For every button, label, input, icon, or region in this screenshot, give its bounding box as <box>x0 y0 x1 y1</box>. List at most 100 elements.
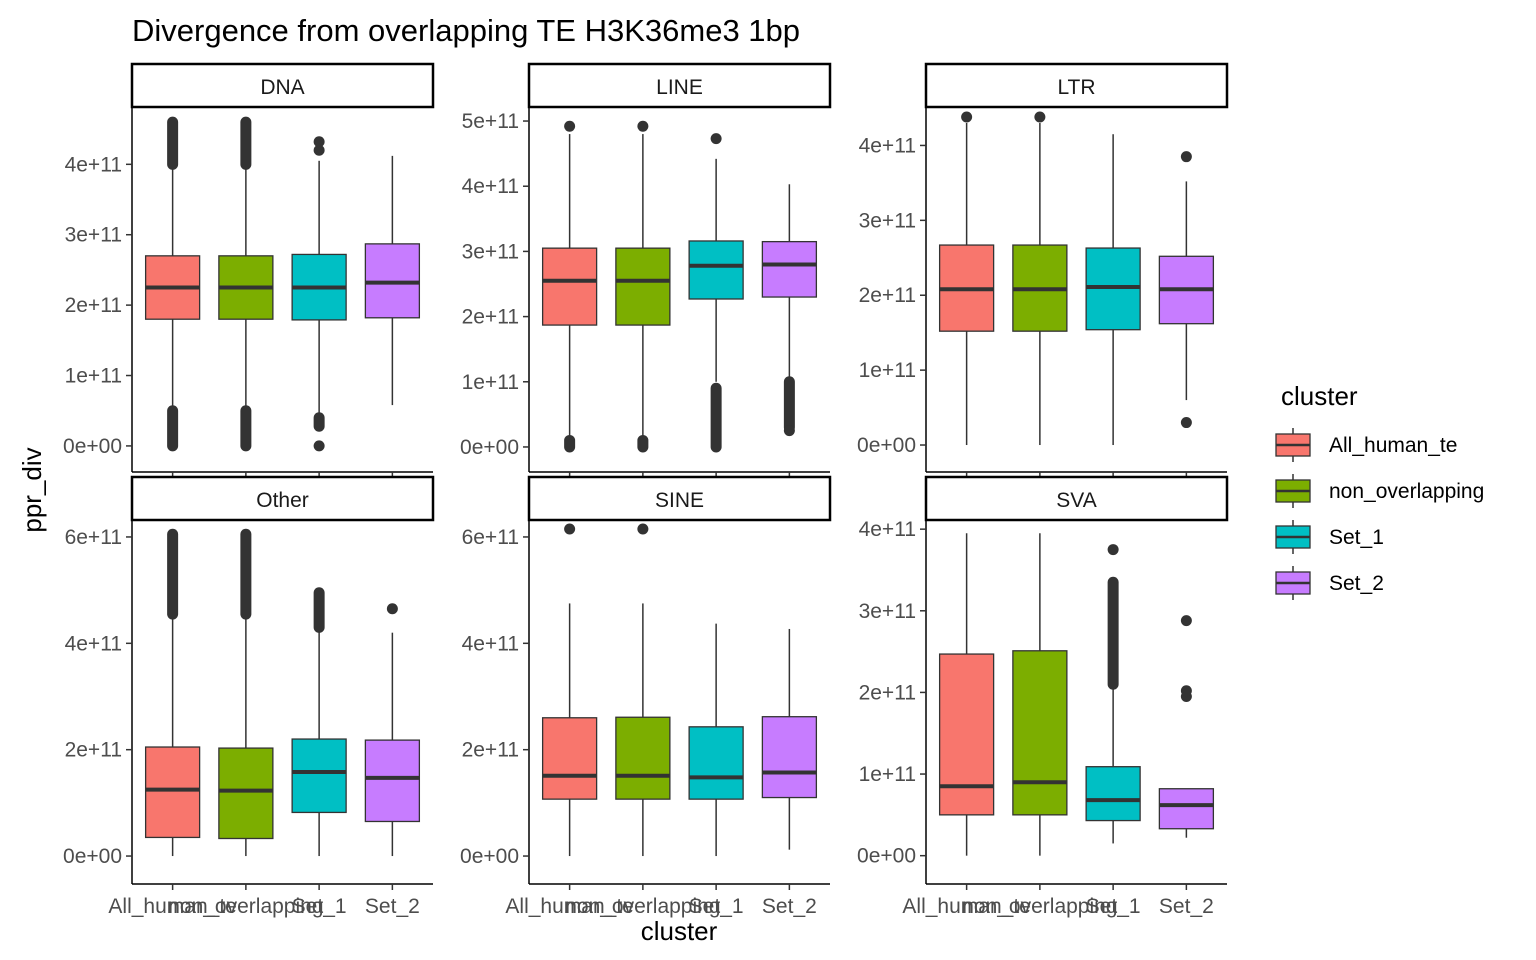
box-iqr <box>1158 788 1215 830</box>
legend-label: Set_1 <box>1329 526 1384 549</box>
box-set-2 <box>1158 615 1215 890</box>
box-iqr <box>144 746 201 839</box>
box-set-2 <box>364 603 421 890</box>
box-all-human-te <box>541 523 598 890</box>
outlier-cluster <box>313 587 325 633</box>
outlier-point <box>564 523 576 535</box>
box-non-overlapping <box>218 116 274 478</box>
y-tick-label: 3e+11 <box>859 600 916 623</box>
y-tick-label: 0e+00 <box>460 436 519 459</box>
box-iqr <box>938 653 995 816</box>
box-all-human-te <box>938 111 995 478</box>
strip-label: DNA <box>260 76 304 99</box>
panel-sine: SINE 0e+00 2e+11 4e+11 6e+11 All_human_tenon_… <box>460 475 832 918</box>
outlier-cluster <box>1107 576 1119 690</box>
outlier-point <box>1034 111 1046 123</box>
legend-label: Set_2 <box>1329 572 1384 595</box>
y-tick-label: 1e+11 <box>859 359 916 382</box>
y-tick-label: 4e+11 <box>65 632 122 655</box>
outlier-point <box>710 133 722 145</box>
y-tick-label: 0e+00 <box>63 845 122 868</box>
legend: cluster All_human_te non_overlapping Set_1… <box>1275 381 1484 600</box>
y-tick-label: 2e+11 <box>65 739 122 762</box>
panel-ltr: LTR 0e+00 1e+11 2e+11 3e+11 4e+11 <box>857 62 1229 478</box>
y-tick-label: 0e+00 <box>63 435 122 458</box>
outlier-cluster <box>710 382 722 453</box>
panel-other: Other 0e+00 2e+11 4e+11 6e+11 All_human_tenon… <box>63 475 435 918</box>
box-iqr <box>688 240 744 300</box>
strip-background <box>130 62 435 109</box>
strip-background <box>924 475 1229 522</box>
x-tick-label: non_overlapping <box>962 895 1117 918</box>
strip-label: LTR <box>1057 76 1095 99</box>
panel-sva: SVA 0e+00 1e+11 2e+11 3e+11 4e+11 All_human_te… <box>857 475 1229 918</box>
outlier-cluster <box>783 376 795 433</box>
outlier-point <box>637 523 649 535</box>
legend-item: Set_1 <box>1275 520 1384 554</box>
y-axis-title: ppr_div <box>17 447 47 532</box>
y-tick-label: 4e+11 <box>859 134 916 157</box>
box-iqr <box>688 726 744 800</box>
legend-item: Set_2 <box>1275 566 1384 600</box>
outlier-cluster <box>240 116 252 170</box>
x-tick-label: All_human_te <box>108 895 236 918</box>
strip-background <box>527 475 832 522</box>
box-non-overlapping <box>1012 111 1068 478</box>
strip-background <box>924 62 1229 109</box>
x-tick-label: Set_2 <box>762 895 817 918</box>
legend-label: All_human_te <box>1329 434 1457 457</box>
y-tick-label: 0e+00 <box>460 845 519 868</box>
box-set-2 <box>761 184 818 478</box>
x-tick-label: non_overlapping <box>168 895 323 918</box>
strip-label: SVA <box>1056 489 1096 512</box>
strip-background <box>130 475 435 522</box>
outlier-cluster <box>167 116 179 170</box>
box-all-human-te <box>144 528 201 890</box>
outlier-point <box>564 120 576 132</box>
y-tick-label: 1e+11 <box>859 763 916 786</box>
y-tick-label: 4e+11 <box>462 632 519 655</box>
y-tick-label: 1e+11 <box>462 371 519 394</box>
box-iqr <box>218 747 274 840</box>
outlier-cluster <box>313 412 325 432</box>
x-axis-title: cluster <box>641 916 718 946</box>
outlier-cluster <box>564 434 576 453</box>
box-non-overlapping <box>1012 533 1068 890</box>
outlier-point <box>1180 151 1192 163</box>
outlier-point <box>313 136 325 148</box>
legend-label: non_overlapping <box>1329 480 1484 503</box>
y-tick-label: 3e+11 <box>859 209 916 232</box>
y-tick-label: 4e+11 <box>65 153 122 176</box>
panel-dna: DNA 0e+00 1e+11 2e+11 3e+11 4e+11 <box>63 62 435 478</box>
box-set-2 <box>1158 151 1215 478</box>
outlier-point <box>1107 544 1119 556</box>
outlier-point <box>637 120 649 132</box>
box-all-human-te <box>938 533 995 890</box>
box-non-overlapping <box>615 120 671 478</box>
box-set-1 <box>291 587 347 890</box>
outlier-cluster <box>240 528 252 620</box>
box-iqr <box>1085 766 1141 822</box>
legend-title: cluster <box>1281 381 1358 411</box>
outlier-point <box>386 603 398 615</box>
outlier-point <box>1180 615 1192 627</box>
y-tick-label: 0e+00 <box>857 845 916 868</box>
y-tick-label: 2e+11 <box>65 294 122 317</box>
y-tick-label: 6e+11 <box>462 526 519 549</box>
outlier-cluster <box>167 405 179 452</box>
outlier-point <box>1180 417 1192 429</box>
outlier-point <box>1180 685 1192 697</box>
box-iqr <box>761 716 818 799</box>
outlier-cluster <box>240 405 252 452</box>
x-tick-label: Set_1 <box>292 895 347 918</box>
box-non-overlapping <box>615 523 671 890</box>
y-tick-label: 2e+11 <box>859 681 916 704</box>
strip-label: SINE <box>655 489 704 512</box>
y-tick-label: 0e+00 <box>857 434 916 457</box>
panel-line: LINE 0e+00 1e+11 2e+11 3e+11 4e+11 5e+11 <box>460 62 832 478</box>
x-tick-label: Set_2 <box>1159 895 1214 918</box>
box-iqr <box>541 247 598 326</box>
outlier-point <box>313 144 325 156</box>
box-set-2 <box>761 628 818 890</box>
box-all-human-te <box>144 116 201 478</box>
